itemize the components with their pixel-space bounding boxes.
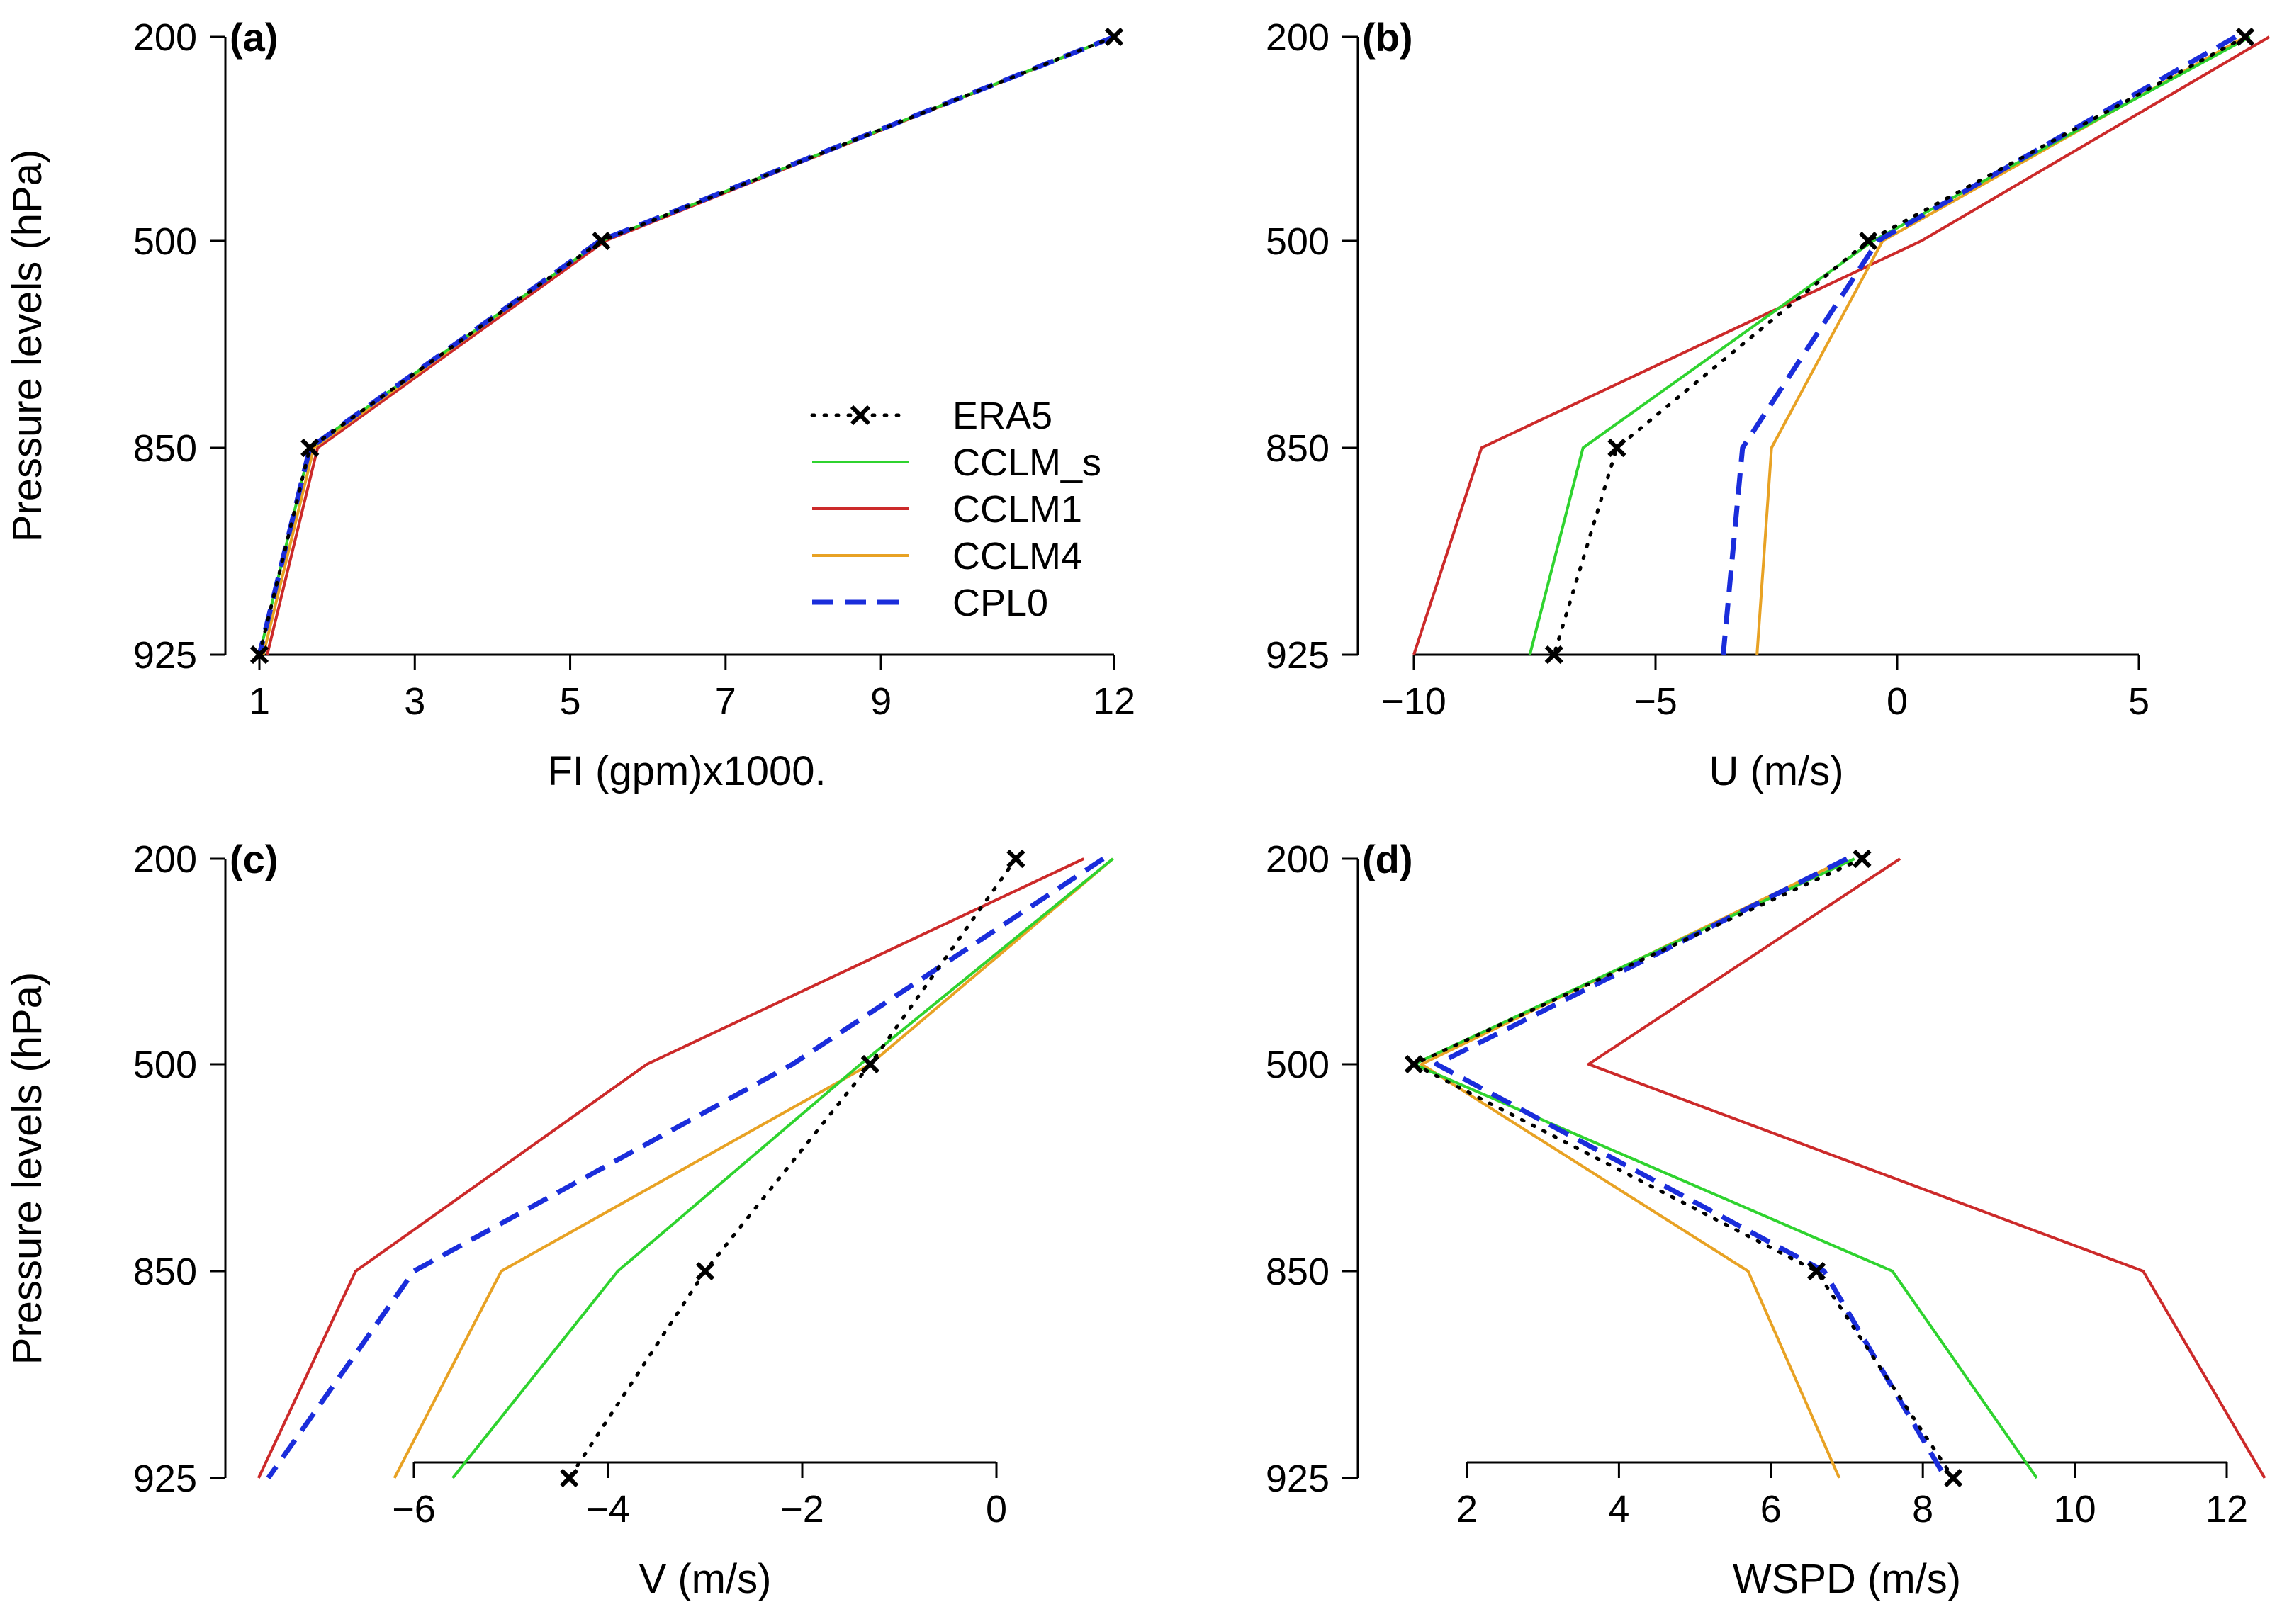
y-axis-title: Pressure levels (hPa) — [4, 972, 50, 1365]
x-tick-label: −5 — [1634, 680, 1677, 723]
series-line-cclm4 — [1420, 857, 1848, 1479]
x-tick-label: 3 — [404, 680, 425, 723]
panel-a: 200 500 850 925 1 3 5 7 9 12 FI (gpm)x1000. Pressur… — [4, 15, 1135, 794]
panel-label: (d) — [1362, 837, 1413, 881]
x-tick-label: 12 — [1093, 680, 1135, 723]
y-tick-label: 925 — [133, 1457, 197, 1500]
data-point-era5 — [1544, 645, 1563, 665]
series-line-cclm4 — [1755, 35, 2246, 655]
series-line-cpl0 — [266, 857, 1105, 1480]
data-point-era5 — [1858, 231, 1878, 251]
series-line-cclm1 — [1412, 35, 2271, 655]
y-tick-label: 850 — [1266, 427, 1330, 470]
x-tick-label: 5 — [2128, 680, 2149, 723]
legend-label: ERA5 — [952, 395, 1052, 437]
x-tick-label: 8 — [1912, 1488, 1933, 1530]
y-tick-label: 850 — [133, 1251, 197, 1293]
data-point-era5 — [1104, 27, 1124, 47]
y-tick-label: 200 — [133, 16, 197, 59]
x-tick-label: 1 — [249, 680, 270, 723]
x-tick-label: 9 — [870, 680, 892, 723]
y-tick-label: 200 — [133, 838, 197, 881]
x-tick-label: 0 — [1887, 680, 1908, 723]
x-axis-title: FI (gpm)x1000. — [547, 748, 826, 794]
data-point-era5 — [560, 1468, 579, 1488]
x-tick-label: −6 — [392, 1488, 436, 1530]
y-axis-title: Pressure levels (hPa) — [4, 150, 50, 542]
y-tick-label: 850 — [133, 427, 197, 470]
legend-label: CCLM_s — [952, 441, 1101, 484]
x-axis-title: WSPD (m/s) — [1733, 1556, 1961, 1602]
y-tick-label: 200 — [1266, 838, 1330, 881]
x-tick-label: 0 — [986, 1488, 1007, 1530]
data-point-era5 — [592, 231, 611, 251]
data-point-era5 — [1607, 438, 1626, 458]
data-point-era5 — [2235, 27, 2255, 47]
x-tick-label: −4 — [586, 1488, 630, 1530]
data-point-era5 — [1806, 1261, 1826, 1281]
data-point-era5 — [860, 1054, 880, 1074]
y-tick-label: 500 — [1266, 1044, 1330, 1086]
series-line-era5 — [1552, 35, 2247, 657]
y-tick-label: 200 — [1266, 16, 1330, 59]
y-tick-label: 500 — [133, 1044, 197, 1086]
x-axis-title: V (m/s) — [639, 1556, 772, 1602]
x-tick-label: 10 — [2054, 1488, 2096, 1530]
legend-label: CCLM4 — [952, 535, 1082, 577]
data-point-era5 — [1006, 849, 1025, 869]
x-tick-label: 7 — [715, 680, 736, 723]
x-tick-label: 5 — [560, 680, 581, 723]
x-tick-label: 12 — [2205, 1488, 2248, 1530]
x-tick-label: −2 — [780, 1488, 824, 1530]
series-line-cclm-s — [1528, 35, 2251, 655]
series-line-cclm1 — [1587, 857, 2266, 1479]
legend-marker — [850, 405, 871, 426]
y-tick-label: 500 — [1266, 220, 1330, 263]
y-tick-label: 925 — [133, 634, 197, 677]
data-point-era5 — [1404, 1054, 1424, 1074]
panel-b: 200 500 850 925 −10 −5 0 5 U (m/s) (b) — [1266, 15, 2271, 794]
series-line-cclm1 — [257, 857, 1085, 1479]
panel-label: (b) — [1362, 15, 1413, 60]
data-point-era5 — [1853, 849, 1872, 869]
series-line-cpl0 — [1721, 34, 2237, 655]
panel-label: (a) — [230, 15, 278, 60]
panel-c: 200 500 850 925 −6 −4 −2 0 V (m/s) Pressure level… — [4, 837, 1114, 1602]
x-tick-label: 4 — [1608, 1488, 1629, 1530]
panel-label: (c) — [230, 837, 278, 881]
series-line-era5 — [1412, 857, 1955, 1480]
x-tick-label: 2 — [1456, 1488, 1478, 1530]
data-point-era5 — [300, 438, 320, 458]
series-line-cclm4 — [393, 857, 1114, 1479]
y-tick-label: 500 — [133, 220, 197, 263]
series-line-era5 — [257, 35, 1116, 657]
series-line-era5 — [567, 857, 1018, 1480]
series-line-cclm-s — [1412, 857, 2038, 1479]
y-tick-label: 925 — [1266, 1457, 1330, 1500]
y-tick-label: 925 — [1266, 634, 1330, 677]
data-point-era5 — [249, 645, 269, 665]
series-line-cclm-s — [451, 857, 1114, 1479]
data-point-era5 — [1943, 1468, 1963, 1488]
y-tick-label: 850 — [1266, 1251, 1330, 1293]
legend-label: CPL0 — [952, 582, 1048, 624]
x-tick-label: 6 — [1760, 1488, 1782, 1530]
data-point-era5 — [695, 1261, 715, 1281]
legend-label: CCLM1 — [952, 488, 1082, 531]
x-axis-title: U (m/s) — [1709, 748, 1843, 794]
x-tick-label: −10 — [1381, 680, 1446, 723]
panel-d: 200 500 850 925 2 4 6 8 10 12 WSPD (m/s) (d) — [1266, 837, 2266, 1602]
